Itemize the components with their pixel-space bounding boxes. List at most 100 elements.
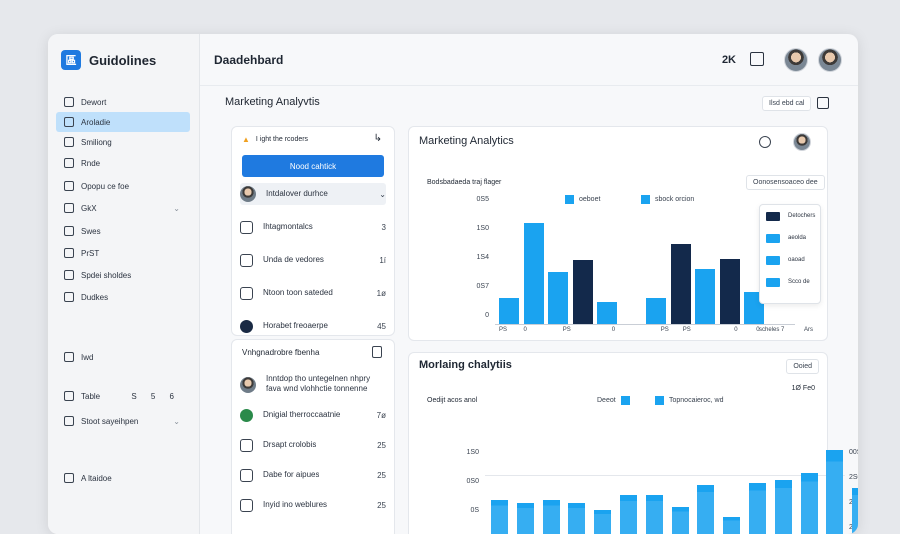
list-item[interactable]: Ihtagmontalcs 3 bbox=[240, 216, 386, 238]
monitor-icon bbox=[64, 352, 74, 362]
logo[interactable]: 區 Guidolines bbox=[61, 50, 156, 70]
chart-bar[interactable] bbox=[670, 243, 691, 324]
chart-bar[interactable] bbox=[523, 223, 544, 324]
calendar-icon[interactable] bbox=[750, 52, 764, 66]
list-item[interactable]: Horabet freoaerpe 45 bbox=[240, 315, 386, 337]
chart-bar[interactable] bbox=[620, 495, 637, 534]
chevron-down-icon[interactable]: ⌄ bbox=[173, 203, 180, 213]
chart-bar[interactable] bbox=[645, 495, 663, 534]
chart-bar[interactable] bbox=[695, 268, 715, 324]
chart-bar[interactable] bbox=[749, 483, 766, 534]
export-button[interactable]: Ilsd ebd cal bbox=[762, 96, 812, 111]
legend-swatch bbox=[766, 277, 780, 287]
chart-bar[interactable] bbox=[491, 500, 508, 534]
panel-header: ▲ I ight the rcoders bbox=[242, 135, 308, 144]
app-window: 區 Guidolines Dewort Aroladie Smiliong Rnde O… bbox=[48, 34, 858, 534]
list-item[interactable]: Inyid ino weblures 25 bbox=[240, 494, 386, 516]
chart1-settings-button[interactable]: Oonosensoaceo dee bbox=[746, 175, 825, 190]
chart-bar[interactable] bbox=[697, 485, 715, 534]
chart-bar[interactable] bbox=[572, 260, 593, 324]
popover-item[interactable]: Scco de bbox=[760, 271, 820, 293]
sidebar-item[interactable]: Aroladie bbox=[56, 112, 190, 132]
chart-bar[interactable] bbox=[646, 297, 666, 324]
chart-bar[interactable] bbox=[568, 503, 586, 534]
chart-bar[interactable] bbox=[723, 517, 741, 534]
chart1-avatar[interactable] bbox=[793, 133, 811, 151]
popover-item[interactable]: oaoad bbox=[760, 249, 820, 271]
avatar-secondary[interactable] bbox=[818, 48, 842, 72]
corner-arrow-icon[interactable]: ↳ bbox=[373, 133, 382, 144]
sidebar-item[interactable]: Opopu ce foe bbox=[56, 176, 190, 196]
gear-icon bbox=[64, 416, 74, 426]
chart2-subtitle: Oedijt acos anol bbox=[427, 397, 478, 404]
list-item[interactable]: Dnigial therroccaatnie 7ø bbox=[240, 404, 386, 426]
sidebar-item[interactable]: Rnde bbox=[56, 153, 190, 173]
legend-swatch bbox=[641, 195, 650, 204]
sidebar-item[interactable]: Stoot sayeihpen ⌄ bbox=[56, 411, 190, 431]
chart-bar[interactable] bbox=[800, 473, 818, 534]
popover-item[interactable]: Detochers bbox=[760, 205, 820, 227]
gear-icon bbox=[64, 270, 74, 280]
sidebar-item[interactable]: A ltaidoe bbox=[56, 468, 190, 488]
chart2-filter-button[interactable]: Ooied bbox=[786, 359, 819, 374]
list-item-label: Drsapt crolobis bbox=[263, 440, 317, 449]
primary-action-button[interactable]: Nood cahtick bbox=[242, 155, 384, 177]
chart-bar[interactable] bbox=[516, 503, 534, 534]
popover-list: Detochers aeolda oaoad Scco de bbox=[760, 205, 820, 293]
sidebar-item[interactable]: PrST bbox=[56, 243, 190, 263]
chart-bar[interactable] bbox=[542, 500, 560, 534]
list-item-value: 3 bbox=[381, 222, 386, 232]
app-title: Guidolines bbox=[89, 52, 157, 68]
list-item[interactable]: Intdalover durhce ⌄ bbox=[240, 183, 386, 205]
chart-icon bbox=[64, 137, 74, 147]
chart-bar[interactable] bbox=[597, 302, 617, 324]
sidebar-item-label: Spdei sholdes bbox=[81, 270, 132, 280]
sidebar-item[interactable]: Iwd bbox=[56, 347, 190, 367]
x-tick-label: 0 bbox=[611, 327, 616, 333]
sidebar-item[interactable]: Spdei sholdes bbox=[56, 265, 190, 285]
sidebar-item[interactable]: Dudkes bbox=[56, 287, 190, 307]
list-item[interactable]: Dabe for aipues 25 bbox=[240, 464, 386, 486]
legend-swatch bbox=[620, 396, 630, 405]
chart-bar[interactable] bbox=[826, 450, 844, 534]
sidebar-item[interactable]: Table S 5 6 bbox=[56, 386, 190, 406]
list-item-label: Horabet freoaerpe bbox=[263, 321, 328, 330]
sidebar-item-label: GkX bbox=[81, 203, 97, 213]
sidebar-item[interactable]: Smiliong bbox=[56, 132, 190, 152]
chevron-down-icon[interactable]: ⌄ bbox=[173, 416, 180, 426]
legend-swatch bbox=[565, 195, 574, 204]
copy-icon[interactable] bbox=[372, 346, 382, 358]
y-tick-label: 0S bbox=[470, 507, 479, 514]
legend-label: Deeot bbox=[597, 397, 616, 404]
chart1-legend-a: oeboet bbox=[565, 195, 600, 204]
avatar[interactable] bbox=[784, 48, 808, 72]
table-icon bbox=[64, 391, 74, 401]
sidebar: 區 Guidolines Dewort Aroladie Smiliong Rnde O… bbox=[48, 34, 200, 534]
chart-bar[interactable] bbox=[671, 507, 689, 534]
popover-item[interactable]: aeolda bbox=[760, 227, 820, 249]
sidebar-item[interactable]: GkX ⌄ bbox=[56, 198, 190, 218]
mail-icon bbox=[64, 117, 74, 127]
chart1-subtitle: Bodsbadaeda traj flager bbox=[427, 179, 502, 186]
chart-bar[interactable] bbox=[774, 480, 792, 534]
legend-popover: Detochers aeolda oaoad Scco de bbox=[759, 204, 821, 304]
notification-count[interactable]: 2K bbox=[721, 54, 736, 66]
chart2-panel: Morlaing chalytiis Ooied 1Ø Fe0 Oedijt a… bbox=[408, 352, 858, 534]
view-icon[interactable] bbox=[759, 136, 771, 148]
list-item[interactable]: Inntdop tho untegelnen nhpry fava wnd vl… bbox=[240, 374, 386, 396]
layout-icon[interactable] bbox=[817, 97, 829, 109]
sidebar-item-label: A ltaidoe bbox=[81, 473, 112, 483]
sidebar-item[interactable]: Swes bbox=[56, 221, 190, 241]
sidebar-item[interactable]: Dewort bbox=[56, 92, 190, 112]
chart-bar[interactable] bbox=[548, 272, 568, 324]
popover-item-label: Scco de bbox=[788, 279, 810, 285]
left-panel: ▲ I ight the rcoders ↳ Nood cahtick Intd… bbox=[231, 126, 395, 336]
tools-icon bbox=[64, 158, 74, 168]
chart-bar[interactable] bbox=[719, 259, 740, 324]
list-item[interactable]: Drsapt crolobis 25 bbox=[240, 434, 386, 456]
list-item[interactable]: Ntoon toon sateded 1ø bbox=[240, 282, 386, 304]
chart-bar[interactable] bbox=[499, 297, 519, 324]
legend-swatch bbox=[766, 255, 780, 265]
list-item[interactable]: Unda de vedores 1í bbox=[240, 249, 386, 271]
chart-bar[interactable] bbox=[852, 488, 858, 534]
